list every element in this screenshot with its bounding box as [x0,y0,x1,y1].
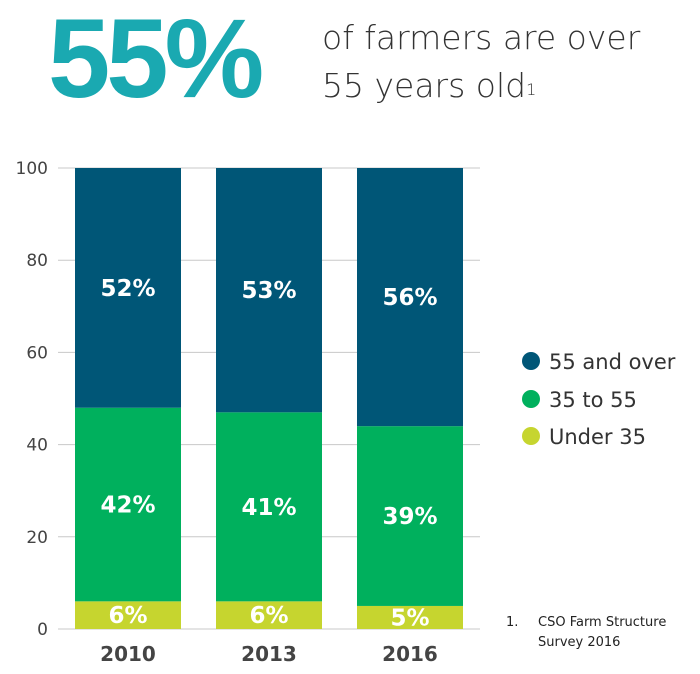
headline-text: of farmers are over 55 years old1 [322,14,640,110]
bar-segment [357,168,463,427]
y-tick-label: 0 [37,620,48,640]
headline-line1: of farmers are over [322,18,641,57]
legend-label: 35 to 55 [549,388,637,412]
bar-segment [75,407,181,602]
y-tick-label: 40 [26,436,48,456]
y-tick-label: 100 [16,159,48,179]
data-label: 52% [100,276,155,302]
legend-swatch [522,352,540,370]
footnote-number: 1. [506,615,519,630]
legend-label: Under 35 [549,425,646,449]
bar-segment [357,605,463,629]
bar-segment [75,168,181,408]
bar-segment [357,426,463,606]
footnote-ref: 1 [526,80,537,99]
data-label: 6% [108,603,147,629]
data-label: 53% [241,278,296,304]
headline-line2: 55 years old [322,66,527,105]
legend-swatch [522,390,540,408]
bar-segment [216,412,322,602]
data-label: 6% [249,603,288,629]
bar-segment [75,601,181,629]
data-label: 5% [390,605,429,631]
data-label: 41% [241,495,296,521]
data-label: 42% [100,493,155,519]
bar-segment [216,601,322,629]
legend-label: 55 and over [549,350,676,374]
y-tick-label: 20 [26,528,48,548]
x-tick-label: 2010 [100,642,156,666]
footnote-text: CSO Farm Structure Survey 2016 [538,615,667,650]
data-label: 56% [382,285,437,311]
legend-swatch [522,427,540,445]
x-tick-label: 2016 [382,642,438,666]
data-label: 39% [382,504,437,530]
y-tick-label: 60 [26,343,48,363]
headline-value: 55% [48,0,264,121]
bar-segment [216,168,322,413]
x-tick-label: 2013 [241,642,297,666]
y-tick-label: 80 [26,251,48,271]
